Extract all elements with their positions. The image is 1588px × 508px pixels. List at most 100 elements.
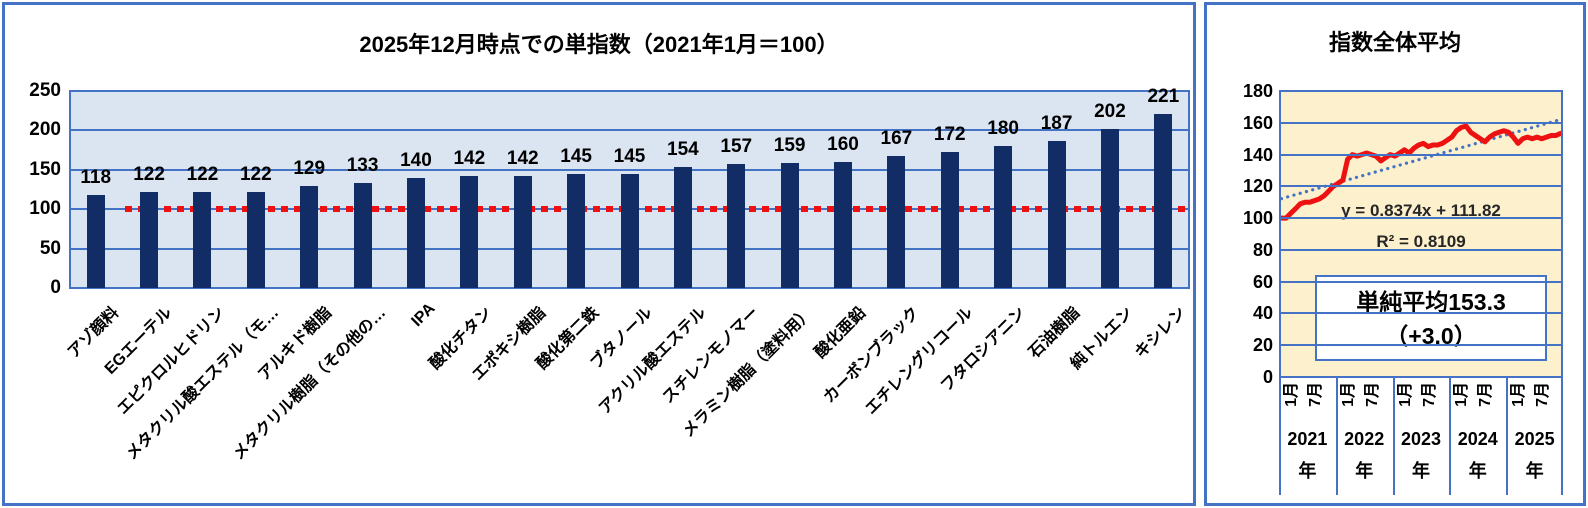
bar	[193, 191, 212, 288]
bar-value-label: 129	[293, 158, 326, 180]
bar-value-label: 221	[1147, 85, 1180, 107]
bar-value-label: 140	[400, 149, 432, 171]
year-label: 2024	[1457, 429, 1498, 449]
month-tick-label: 7月	[1477, 382, 1495, 407]
gridline	[1279, 153, 1563, 156]
average-annotation-box: 単純平均153.3 （+3.0）	[1315, 275, 1547, 361]
plot-edge	[69, 91, 71, 288]
bar-chart-panel: 2025年12月時点での単指数（2021年1月＝100） 0 50 100 150 20…	[2, 2, 1196, 506]
x-axis-separator	[1392, 377, 1395, 495]
gridline	[1279, 217, 1563, 220]
bar	[994, 146, 1013, 288]
bar	[1100, 128, 1119, 288]
line-chart-plot-area: y = 0.8374x + 111.82 R² = 0.8109 単純平均153…	[1278, 90, 1564, 378]
plot-edge	[1279, 91, 1281, 377]
bar	[620, 173, 639, 288]
bar	[140, 191, 159, 288]
y-tick-label: 0	[50, 277, 61, 298]
gridline	[1279, 312, 1563, 315]
year-label: 2025	[1514, 429, 1555, 449]
y-tick-label: 60	[1252, 271, 1273, 292]
bar-value-label: 122	[133, 163, 165, 185]
bar-value-label: 167	[880, 128, 913, 150]
bar	[673, 166, 692, 288]
month-tick-label: 7月	[1534, 382, 1552, 407]
bar-value-label: 157	[720, 136, 753, 158]
bar	[513, 176, 532, 288]
bar	[353, 183, 372, 288]
month-tick-label: 1月	[1339, 382, 1357, 407]
gridline	[1279, 344, 1563, 347]
bar	[460, 176, 479, 288]
bar	[1154, 113, 1173, 288]
bar-chart-x-axis: アゾ顔料 EGエーテル エピクロルヒドリン メタクリル酸エステル（モ… アルキド樹脂 メタ…	[65, 292, 1190, 507]
bar-value-label: 122	[186, 163, 219, 185]
category-label: IPA	[407, 300, 439, 331]
plot-edge	[1561, 91, 1563, 377]
gridline	[69, 90, 1190, 92]
gridline	[1279, 121, 1563, 124]
y-tick-label: 50	[39, 237, 61, 259]
year-suffix-label: 年	[1411, 461, 1430, 481]
bar-value-label: 202	[1094, 100, 1126, 122]
y-tick-label: 140	[1242, 144, 1273, 165]
y-tick-label: 250	[29, 80, 61, 101]
gridline	[1279, 185, 1563, 188]
year-label: 2022	[1344, 429, 1385, 449]
y-tick-label: 20	[1252, 335, 1273, 356]
y-tick-label: 100	[29, 198, 61, 220]
y-tick-label: 120	[1242, 176, 1273, 197]
gridline	[1279, 280, 1563, 283]
line-chart-title: 指数全体平均	[1328, 30, 1461, 55]
y-tick-label: 150	[29, 158, 61, 180]
bar-value-label: 154	[667, 138, 699, 160]
bar-value-label: 187	[1040, 112, 1073, 134]
month-tick-label: 7月	[1363, 382, 1381, 407]
month-tick-label: 7月	[1420, 382, 1438, 407]
bar-value-label: 172	[933, 124, 966, 146]
y-tick-label: 160	[1242, 112, 1273, 133]
bar-value-label: 145	[613, 145, 646, 167]
x-axis-separator	[1561, 377, 1563, 495]
bar-chart-plot-area: 118 122 122 122 129 133 140 142 142 145 145 154 157 1…	[69, 86, 1190, 289]
bar	[246, 191, 265, 288]
bar	[300, 186, 319, 288]
y-tick-label: 0	[1262, 367, 1273, 387]
bar	[887, 156, 906, 288]
bar	[86, 195, 105, 288]
x-axis-separator	[1279, 377, 1281, 495]
bar-value-label: 122	[239, 163, 272, 185]
y-tick-label: 40	[1252, 303, 1273, 324]
average-index-line	[1278, 123, 1564, 221]
gridline	[1279, 376, 1563, 378]
y-tick-label: 180	[1242, 81, 1273, 101]
bar-value-label: 142	[453, 148, 486, 170]
year-suffix-label: 年	[1525, 461, 1544, 481]
bar	[940, 152, 959, 288]
gridline	[69, 168, 1190, 171]
average-annotation-line1: 単純平均153.3	[1356, 289, 1506, 315]
y-tick-label: 100	[1242, 208, 1273, 229]
trendline-equation: y = 0.8374x + 111.82	[1341, 201, 1501, 220]
line-chart-svg	[1278, 117, 1564, 221]
line-chart-panel: 指数全体平均 0 20 40 60 80 100 120 140 160 180 y = 0.83…	[1204, 2, 1586, 506]
gridline	[69, 287, 1190, 289]
bar-value-label: 160	[827, 133, 859, 155]
y-tick-label: 80	[1252, 239, 1273, 260]
category-label: キシレン	[1132, 304, 1190, 362]
bar-value-label: 159	[773, 134, 806, 156]
year-label: 2023	[1400, 429, 1442, 449]
year-suffix-label: 年	[1355, 461, 1374, 481]
x-axis-separator	[1335, 377, 1338, 495]
plot-edge	[1188, 91, 1190, 288]
bar	[834, 161, 853, 288]
year-suffix-label: 年	[1298, 461, 1317, 481]
bar	[567, 173, 586, 288]
trend-line	[1279, 117, 1563, 201]
gridline	[1279, 248, 1563, 251]
bar	[727, 164, 746, 288]
y-tick-label: 200	[29, 119, 61, 141]
month-tick-label: 1月	[1510, 382, 1528, 407]
bar-value-label: 133	[346, 155, 379, 177]
